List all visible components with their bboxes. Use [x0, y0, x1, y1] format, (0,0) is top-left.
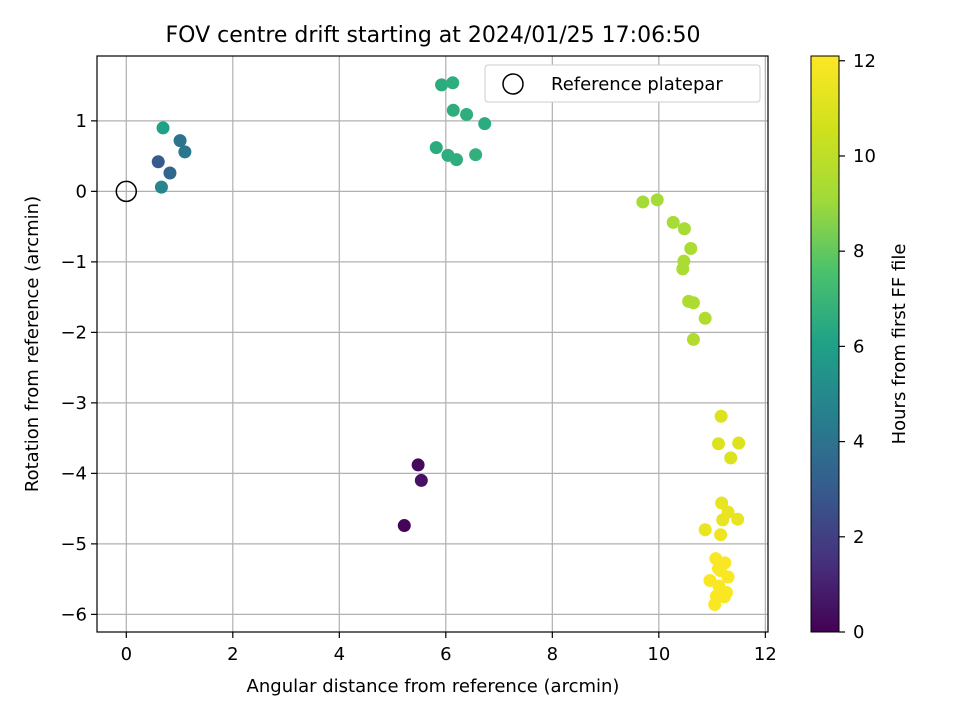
- scatter-point: [711, 437, 725, 451]
- scatter-point: [449, 153, 463, 167]
- x-tick-label: 12: [754, 644, 777, 665]
- y-tick-label: −2: [60, 322, 87, 343]
- scatter-point: [698, 523, 712, 537]
- colorbar-ticks: 0 2 4 6 8 10 12: [839, 51, 876, 643]
- scatter-point: [411, 458, 425, 472]
- y-tick-label: −5: [60, 534, 87, 555]
- x-axis-ticks: 0 2 4 6 8 10 12: [121, 632, 777, 665]
- scatter-point: [460, 108, 474, 122]
- y-axis-label: Rotation from reference (arcmin): [22, 196, 43, 492]
- legend-box: [484, 64, 761, 103]
- scatter-point: [714, 528, 728, 542]
- scatter-point: [478, 117, 492, 131]
- legend-label: Reference platepar: [551, 74, 723, 95]
- colorbar-tick-label: 12: [853, 51, 876, 72]
- scatter-point: [716, 513, 730, 527]
- colorbar-tick-label: 0: [853, 622, 864, 643]
- x-tick-label: 0: [121, 644, 132, 665]
- y-tick-label: −3: [60, 393, 87, 414]
- colorbar-tick-label: 10: [853, 146, 876, 167]
- scatter-point: [715, 496, 729, 510]
- legend: Reference platepar: [484, 64, 761, 103]
- scatter-point: [650, 193, 664, 207]
- scatter-point: [666, 215, 680, 229]
- scatter-point: [698, 311, 712, 325]
- x-tick-label: 6: [440, 644, 451, 665]
- x-tick-label: 4: [334, 644, 345, 665]
- x-tick-label: 10: [647, 644, 670, 665]
- x-axis-label: Angular distance from reference (arcmin): [247, 676, 620, 697]
- scatter-point: [178, 145, 192, 159]
- scatter-point: [435, 78, 449, 92]
- y-tick-label: −1: [60, 252, 87, 273]
- y-tick-label: −4: [60, 463, 87, 484]
- colorbar-tick-label: 6: [853, 336, 864, 357]
- scatter-point: [708, 598, 722, 612]
- scatter-point: [677, 222, 691, 236]
- y-tick-label: 1: [76, 111, 87, 132]
- colorbar-tick-label: 2: [853, 527, 864, 548]
- plot-frame: [96, 55, 769, 633]
- scatter-point: [686, 332, 700, 346]
- legend-marker-open-circle: [502, 73, 524, 95]
- scatter-point: [397, 519, 411, 533]
- grid: [97, 56, 768, 632]
- y-tick-label: −6: [60, 604, 87, 625]
- scatter-point: [732, 436, 746, 450]
- scatter-point: [163, 166, 177, 180]
- scatter-point: [156, 121, 170, 135]
- y-axis-ticks: −6 −5 −4 −3 −2 −1 0 1: [60, 111, 97, 625]
- scatter-point: [684, 241, 698, 255]
- scatter-point: [676, 262, 690, 276]
- scatter-point: [469, 148, 483, 162]
- x-tick-label: 8: [547, 644, 558, 665]
- scatter-point: [717, 590, 731, 604]
- x-tick-label: 2: [227, 644, 238, 665]
- colorbar-gradient: [810, 55, 840, 633]
- scatter-point: [429, 141, 443, 155]
- scatter-point: [151, 155, 165, 169]
- scatter-point: [686, 296, 700, 310]
- colorbar-tick-label: 8: [853, 241, 864, 262]
- reference-point: [115, 180, 138, 203]
- colorbar-label: Hours from first FF file: [889, 244, 910, 445]
- chart-title: FOV centre drift starting at 2024/01/25 …: [166, 23, 701, 48]
- colorbar-tick-label: 4: [853, 432, 864, 453]
- colorbar: 0 2 4 6 8 10 12 Hours from first FF file: [810, 51, 910, 643]
- scatter-point: [721, 570, 735, 584]
- scatter-points: [151, 76, 746, 612]
- scatter-point: [724, 451, 738, 465]
- scatter-point: [173, 134, 187, 148]
- scatter-point: [414, 473, 428, 487]
- scatter-point: [714, 409, 728, 423]
- scatter-point: [731, 512, 745, 526]
- scatter-point: [154, 180, 168, 194]
- scatter-point: [446, 103, 460, 117]
- scatter-point: [636, 195, 650, 209]
- y-tick-label: 0: [76, 181, 87, 202]
- scatter-point: [446, 76, 460, 90]
